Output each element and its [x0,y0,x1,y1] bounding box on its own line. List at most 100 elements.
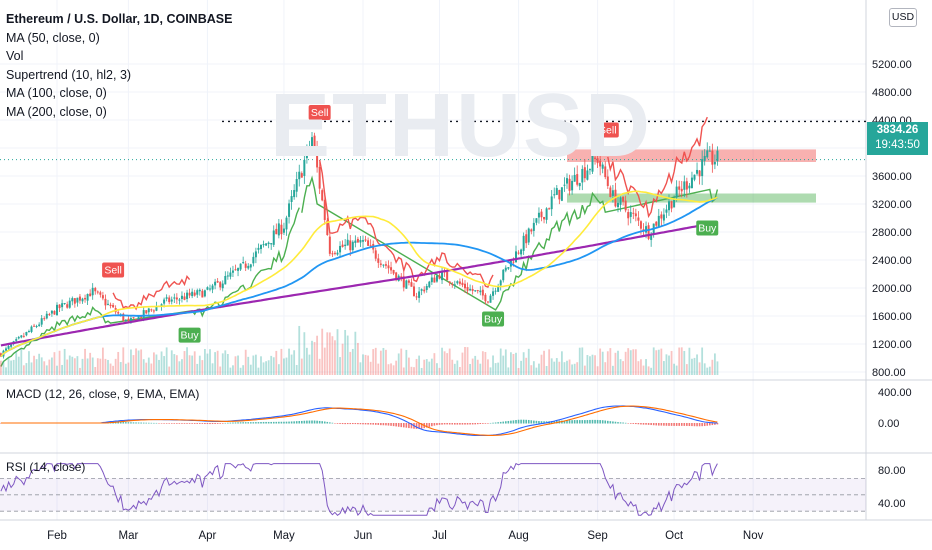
macd-hist-bar [716,423,719,425]
study-ma50[interactable]: MA (50, close, 0) [6,30,100,45]
volume-bar [35,359,38,375]
volume-bar [413,367,415,375]
last-price-tag: 3834.26 19:43:50 [867,122,928,155]
candle-body [451,283,454,285]
volume-bar [191,355,194,375]
volume-bar [645,359,647,375]
macd-hist-bar [706,423,709,426]
candle-body [40,318,43,325]
volume-bar [107,359,109,375]
macd-hist-bar [165,423,168,424]
volume-bar [224,350,227,375]
macd-hist-bar [479,423,482,424]
candle-body [339,245,342,253]
volume-bar [234,356,237,375]
macd-hist-bar [517,419,520,424]
volume-bar [377,363,380,375]
candle-body [632,212,635,214]
candle-body [698,170,701,177]
volume-bar [22,365,25,375]
candle-body [395,272,398,281]
macd-label[interactable]: MACD (12, 26, close, 9, EMA, EMA) [6,387,200,401]
study-supertrend[interactable]: Supertrend (10, hl2, 3) [6,67,132,82]
candle-body [537,212,540,218]
macd-hist-bar [293,421,295,424]
macd-hist-bar [683,423,686,426]
macd-hist-bar [119,421,122,424]
candle-body [502,269,505,281]
volume-bar [211,363,214,375]
candle-body [316,149,319,168]
candle-body [657,215,660,227]
candle-body [456,281,459,284]
volume-bar [147,357,150,375]
rsi-label[interactable]: RSI (14, close) [6,460,86,474]
sell-signal-label: Sell [104,265,122,277]
buy-signal [178,327,201,343]
macd-hist-bar [543,421,545,424]
candle-body [379,263,382,265]
macd-hist-bar [658,423,660,426]
volume-bar [63,348,66,375]
volume-bar [487,359,489,375]
macd-hist-bar [117,421,119,424]
macd-hist-bar [137,422,140,424]
candle-body [288,203,291,217]
macd-hist-bar [665,423,668,426]
macd-hist-bar [372,423,374,425]
macd-hist-bar [607,420,609,424]
macd-hist-bar [125,422,127,424]
volume-bar [374,347,377,375]
candle-body [474,290,477,292]
study-vol[interactable]: Vol [6,49,24,64]
macd-hist-bar [502,421,505,424]
volume-bar [583,365,586,375]
candle-body [555,188,558,195]
candle-body [247,265,250,269]
candle-body [494,290,497,292]
supertrend-up [0,207,300,367]
volume-bar [576,362,579,375]
candle-body [647,225,650,239]
macd-hist-bar [262,421,265,424]
rsi-pane [0,462,866,517]
volume-bar [701,347,704,375]
volume-bar [433,353,436,375]
volume-bar [68,355,71,375]
candle-body [104,298,107,306]
currency-badge[interactable]: USD [889,8,917,27]
study-ma100[interactable]: MA (100, close, 0) [6,86,107,101]
candle-body [683,181,686,190]
candle-body [627,212,630,219]
volume-bar [632,349,635,375]
macd-hist-bar [250,422,252,424]
candle-body [165,297,168,299]
chart-title[interactable]: Ethereum / U.S. Dollar, 1D, COINBASE [6,12,233,26]
candle-body [711,150,714,165]
candle-body [211,285,214,290]
price-tick: 1600.00 [872,311,912,323]
macd-hist-bar [272,421,275,424]
macd-hist-bar [311,420,313,424]
macd-hist-bar [553,420,556,424]
macd-hist-bar [709,423,711,426]
volume-bar [441,347,443,375]
volume-bar [323,347,326,375]
volume-bar [703,363,706,375]
macd-hist-bar [640,423,642,425]
macd-hist-bar [403,423,405,428]
volume-bar [670,350,673,375]
candle-body [374,250,377,259]
volume-bar [48,359,51,375]
candle-body [484,294,487,302]
macd-hist-bar [359,423,362,425]
volume-bar [652,347,655,375]
macd-hist-bar [535,420,538,424]
study-ma200[interactable]: MA (200, close, 0) [6,104,107,119]
macd-hist-bar [132,422,135,424]
macd-hist-bar [232,422,234,424]
volume-bar [415,358,418,375]
candle-body [84,297,87,300]
volume-bar [283,358,285,375]
